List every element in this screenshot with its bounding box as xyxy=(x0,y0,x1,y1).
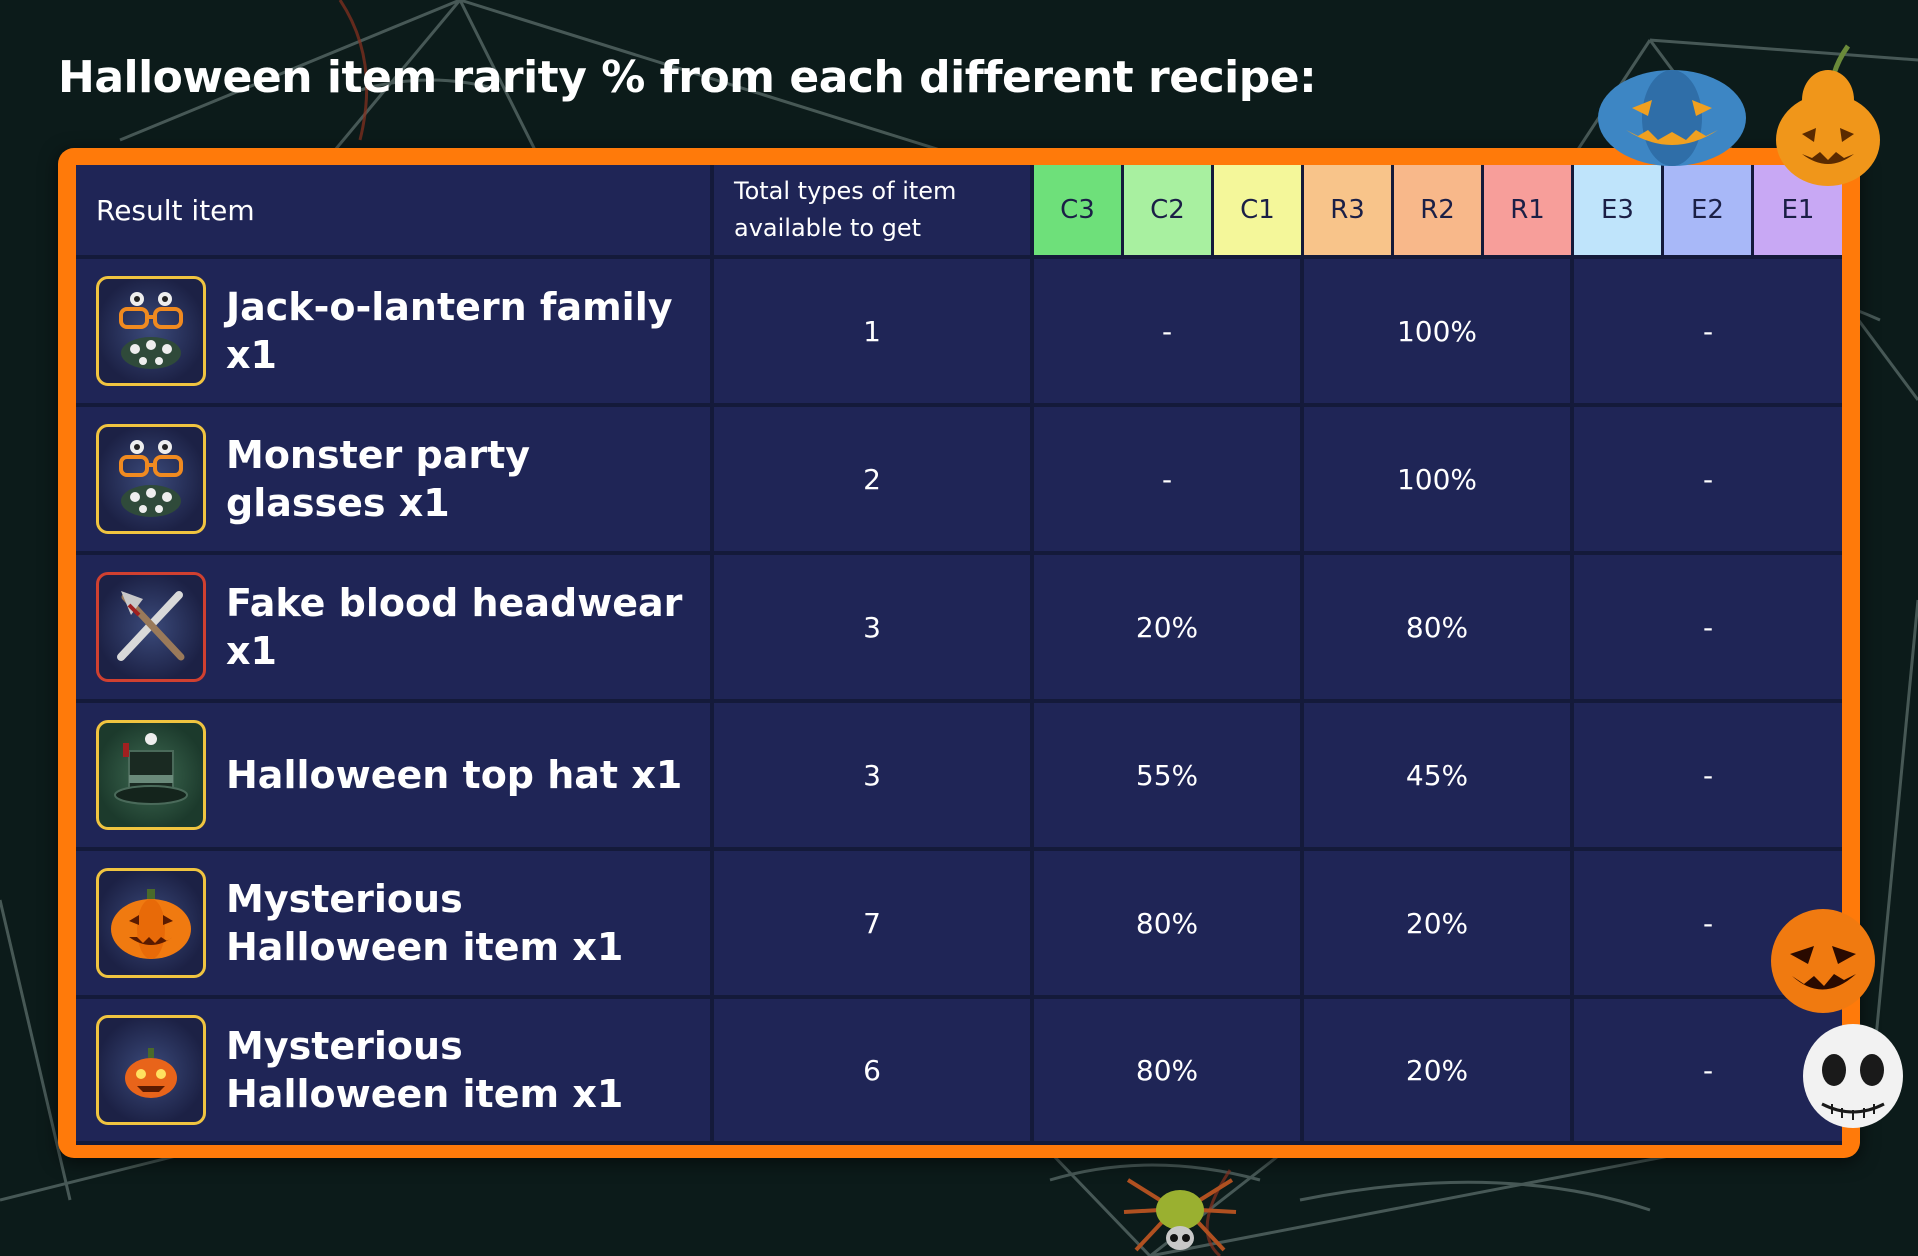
item-cell: Mysterious Halloween item x1 xyxy=(76,851,714,999)
epic-rate-cell: - xyxy=(1574,999,1842,1145)
header-rarity-c1: C1 xyxy=(1214,165,1304,259)
header-rarity-e2: E2 xyxy=(1664,165,1754,259)
header-total-types: Total types of item available to get xyxy=(714,165,1034,259)
rare-rate-cell: 80% xyxy=(1304,555,1574,703)
item-cell: Jack-o-lantern family x1 xyxy=(76,259,714,407)
header-rarity-r1: R1 xyxy=(1484,165,1574,259)
orange-gourd-icon xyxy=(1776,44,1880,186)
blue-pumpkin-icon xyxy=(1598,70,1746,166)
epic-rate-cell: - xyxy=(1574,555,1842,703)
spider-icon xyxy=(1123,1178,1237,1252)
header-rarity-c2: C2 xyxy=(1124,165,1214,259)
total-types-cell: 1 xyxy=(714,259,1034,407)
pumpkin-icon xyxy=(96,868,206,978)
header-rarity-r3: R3 xyxy=(1304,165,1394,259)
item-name: Fake blood headwear x1 xyxy=(226,581,683,673)
item-name: Mysterious Halloween item x1 xyxy=(226,877,624,969)
item-cell: Fake blood headwear x1 xyxy=(76,555,714,703)
header-rarity-r2: R2 xyxy=(1394,165,1484,259)
table-header-row: Result item Total types of item availabl… xyxy=(76,165,1842,259)
rare-rate-cell: 20% xyxy=(1304,999,1574,1145)
epic-rate-cell: - xyxy=(1574,703,1842,851)
rare-rate-cell: 45% xyxy=(1304,703,1574,851)
rare-rate-cell: 20% xyxy=(1304,851,1574,999)
rare-rate-cell: 100% xyxy=(1304,259,1574,407)
crossed-axe-icon xyxy=(96,572,206,682)
total-types-cell: 2 xyxy=(714,407,1034,555)
rare-rate-cell: 100% xyxy=(1304,407,1574,555)
common-rate-cell: 80% xyxy=(1034,851,1304,999)
monster-party-glasses-icon xyxy=(96,424,206,534)
table-row: Mysterious Halloween item x1 7 80% 20% - xyxy=(76,851,1842,999)
rarity-table: Result item Total types of item availabl… xyxy=(76,165,1842,1145)
common-rate-cell: 80% xyxy=(1034,999,1304,1145)
header-rarity-e3: E3 xyxy=(1574,165,1664,259)
item-cell: Monster party glasses x1 xyxy=(76,407,714,555)
item-name: Mysterious Halloween item x1 xyxy=(226,1024,624,1116)
common-rate-cell: 20% xyxy=(1034,555,1304,703)
top-hat-icon xyxy=(96,720,206,830)
table-row: Halloween top hat x1 3 55% 45% - xyxy=(76,703,1842,851)
header-result-item: Result item xyxy=(76,165,714,259)
common-rate-cell: 55% xyxy=(1034,703,1304,851)
common-rate-cell: - xyxy=(1034,259,1304,407)
monster-party-glasses-icon xyxy=(96,276,206,386)
total-types-cell: 6 xyxy=(714,999,1034,1145)
table-row: Monster party glasses x1 2 - 100% - xyxy=(76,407,1842,555)
common-rate-cell: - xyxy=(1034,407,1304,555)
table-row: Fake blood headwear x1 3 20% 80% - xyxy=(76,555,1842,703)
skull-balloon-icon xyxy=(1803,1024,1903,1128)
header-rarity-c3: C3 xyxy=(1034,165,1124,259)
total-types-cell: 7 xyxy=(714,851,1034,999)
table-row: Jack-o-lantern family x1 1 - 100% - xyxy=(76,259,1842,407)
item-name: Monster party glasses x1 xyxy=(226,433,531,525)
item-cell: Mysterious Halloween item x1 xyxy=(76,999,714,1145)
epic-rate-cell: - xyxy=(1574,407,1842,555)
small-pumpkin-icon xyxy=(96,1015,206,1125)
item-name: Halloween top hat x1 xyxy=(226,753,683,797)
item-cell: Halloween top hat x1 xyxy=(76,703,714,851)
epic-rate-cell: - xyxy=(1574,259,1842,407)
table-row: Mysterious Halloween item x1 6 80% 20% - xyxy=(76,999,1842,1145)
total-types-cell: 3 xyxy=(714,555,1034,703)
item-name: Jack-o-lantern family x1 xyxy=(226,285,673,377)
page-title: Halloween item rarity % from each differ… xyxy=(58,52,1317,103)
total-types-cell: 3 xyxy=(714,703,1034,851)
jack-o-lantern-balloon-icon xyxy=(1771,909,1875,1013)
